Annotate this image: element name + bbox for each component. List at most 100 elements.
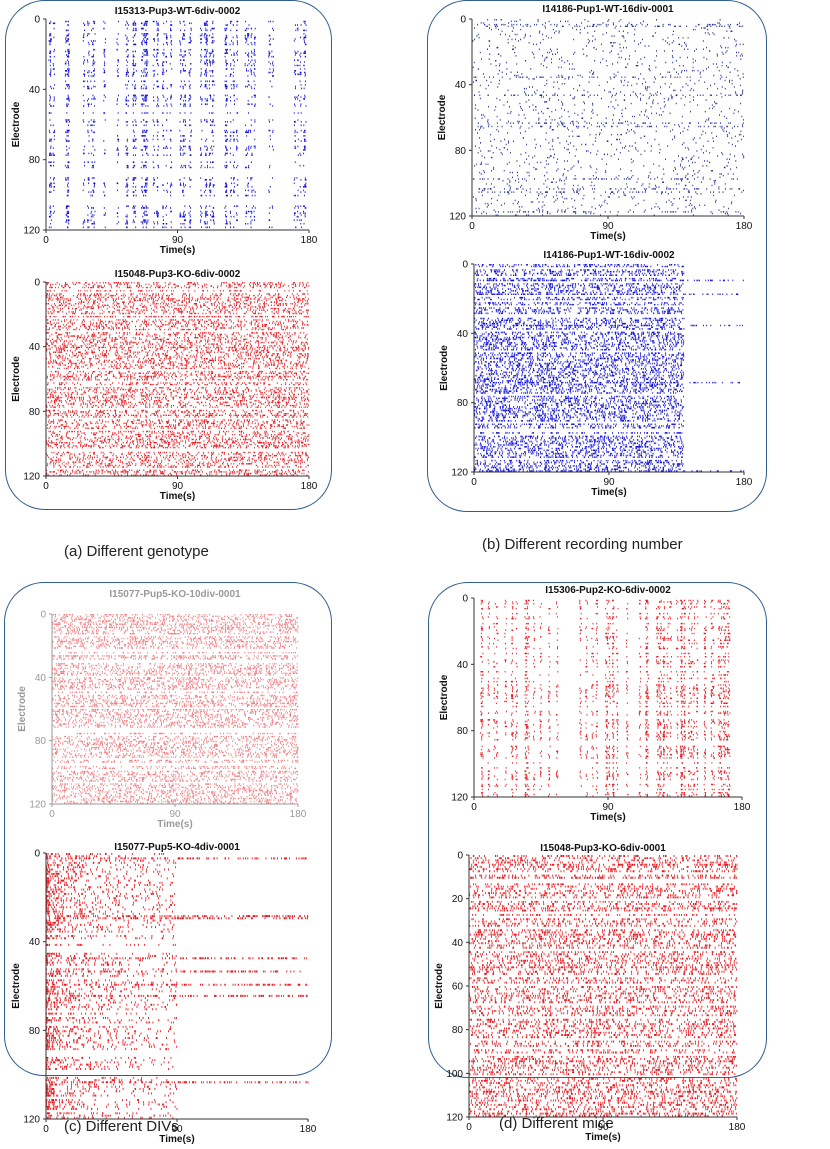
x-tick-label: 0 [469, 221, 475, 232]
x-tick-label: 90 [171, 1124, 183, 1135]
y-tick-label: 0 [34, 278, 40, 289]
x-tick-label: 180 [736, 221, 753, 232]
y-tick-label: 40 [457, 660, 469, 671]
y-axis-label: Electrode [439, 674, 450, 720]
x-tick-label: 0 [466, 1122, 472, 1133]
y-tick-label: 20 [452, 894, 464, 905]
x-tick-label: 0 [471, 802, 477, 813]
x-tick-label: 0 [43, 235, 49, 246]
y-tick-label: 0 [34, 849, 40, 860]
spike-marks [45, 853, 309, 1119]
spike-marks [468, 855, 738, 1117]
y-tick-label: 120 [449, 212, 466, 223]
x-tick-label: 90 [172, 481, 184, 492]
x-tick-label: 90 [172, 235, 184, 246]
late-spike-marks [684, 279, 745, 472]
y-axis-label: Electrode [11, 356, 22, 402]
plot-title: I15077-Pup5-KO-10div-0001 [109, 589, 241, 600]
caption-c: (c) Different DIVs [64, 1118, 179, 1135]
x-axis-label: Time(s) [585, 1132, 620, 1143]
x-tick-label: 90 [169, 809, 181, 820]
x-axis-label: Time(s) [157, 819, 192, 830]
x-tick-label: 90 [602, 802, 614, 813]
y-axis-label: Electrode [437, 94, 448, 140]
y-tick-label: 80 [457, 726, 469, 737]
y-axis-label: Electrode [439, 345, 450, 391]
y-tick-label: 80 [457, 398, 469, 409]
plot-title: I14186-Pup1-WT-16div-0001 [542, 4, 674, 15]
y-tick-label: 0 [462, 594, 468, 605]
y-tick-label: 80 [29, 155, 41, 166]
y-tick-label: 80 [455, 146, 467, 157]
x-axis-label: Time(s) [590, 231, 625, 242]
y-tick-label: 80 [35, 736, 47, 747]
y-axis-label: Electrode [11, 963, 22, 1009]
plot-title: I15306-Pup2-KO-6div-0002 [545, 585, 671, 596]
x-tick-label: 0 [49, 809, 55, 820]
spike-marks [473, 264, 685, 472]
x-tick-label: 180 [300, 1124, 317, 1135]
spike-marks [480, 599, 731, 797]
y-axis-label: Electrode [17, 686, 28, 732]
y-tick-label: 0 [462, 260, 468, 271]
y-tick-label: 120 [23, 226, 40, 237]
y-tick-label: 100 [446, 1069, 463, 1080]
x-tick-label: 0 [471, 477, 477, 488]
y-tick-label: 80 [29, 407, 41, 418]
x-axis-label: Time(s) [160, 245, 195, 256]
x-tick-label: 180 [736, 477, 753, 488]
panel-d-frame [428, 582, 767, 1078]
y-tick-label: 120 [23, 472, 40, 483]
y-tick-label: 60 [452, 982, 464, 993]
spike-marks [51, 614, 299, 804]
x-tick-label: 90 [597, 1122, 609, 1133]
y-tick-label: 40 [29, 85, 41, 96]
y-tick-label: 40 [35, 673, 47, 684]
spike-marks [48, 20, 307, 229]
x-tick-label: 180 [729, 1122, 746, 1133]
y-axis-label: Electrode [434, 963, 445, 1009]
spike-marks [45, 282, 310, 476]
x-axis-label: Time(s) [591, 487, 626, 498]
y-tick-label: 40 [29, 937, 41, 948]
x-tick-label: 180 [734, 802, 751, 813]
spike-marks [472, 19, 745, 216]
plot-title: I15048-Pup3-KO-6div-0002 [115, 269, 241, 280]
panel-a-frame [5, 0, 332, 510]
y-tick-label: 0 [40, 610, 46, 621]
y-tick-label: 40 [455, 80, 467, 91]
y-tick-label: 0 [457, 851, 463, 862]
y-tick-label: 40 [457, 329, 469, 340]
caption-b: (b) Different recording number [482, 536, 683, 553]
y-tick-label: 120 [451, 793, 468, 804]
x-tick-label: 90 [602, 221, 614, 232]
plot-title: I15313-Pup3-WT-6div-0002 [115, 6, 241, 17]
y-tick-label: 120 [451, 468, 468, 479]
y-axis-label: Electrode [11, 101, 22, 147]
plot-title: I15048-Pup3-KO-6div-0001 [540, 843, 666, 854]
x-tick-label: 180 [290, 809, 307, 820]
y-tick-label: 120 [446, 1113, 463, 1124]
x-axis-label: Time(s) [590, 812, 625, 823]
x-tick-label: 180 [301, 235, 318, 246]
caption-a: (a) Different genotype [64, 543, 209, 560]
y-tick-label: 120 [29, 800, 46, 811]
y-tick-label: 0 [460, 15, 466, 26]
y-tick-label: 40 [452, 938, 464, 949]
y-tick-label: 80 [452, 1025, 464, 1036]
x-tick-label: 0 [43, 1124, 49, 1135]
plot-title: I15077-Pup5-KO-4div-0001 [114, 842, 240, 853]
x-axis-label: Time(s) [159, 1134, 194, 1145]
x-axis-label: Time(s) [160, 491, 195, 502]
x-tick-label: 90 [603, 477, 615, 488]
y-tick-label: 0 [34, 15, 40, 26]
